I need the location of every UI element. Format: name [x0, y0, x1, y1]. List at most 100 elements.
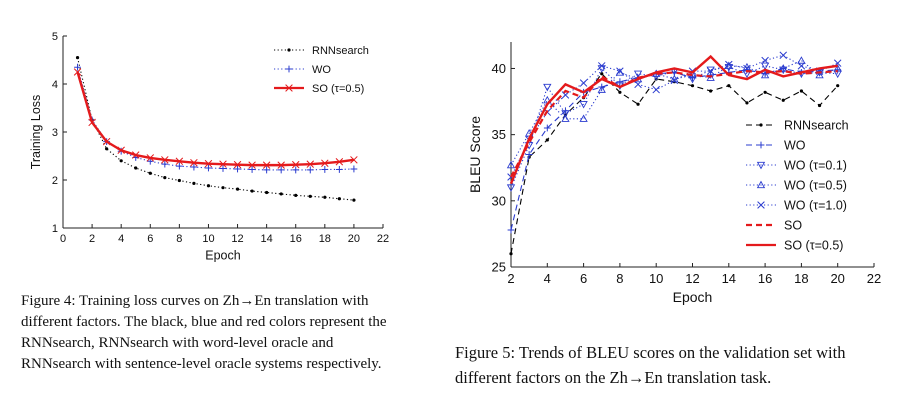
- x-tick-label: 22: [377, 233, 389, 245]
- y-axis-title: Training Loss: [29, 95, 43, 170]
- data-point: [706, 73, 715, 81]
- data-point: [579, 101, 588, 109]
- y-tick-label: 2: [52, 175, 58, 187]
- data-point: [760, 70, 770, 79]
- data-point: [248, 161, 256, 169]
- x-tick-label: 0: [60, 233, 66, 245]
- data-point: [817, 103, 822, 108]
- data-point: [597, 85, 606, 93]
- figure-5-caption: Figure 5: Trends of BLEU scores on the v…: [455, 343, 846, 387]
- data-point: [234, 165, 241, 173]
- legend-marker: [285, 65, 293, 73]
- series-0: [75, 56, 356, 202]
- y-tick-label: 4: [52, 79, 58, 91]
- data-point: [205, 164, 212, 172]
- data-point: [161, 160, 169, 168]
- data-point: [306, 166, 314, 174]
- data-point: [119, 159, 123, 163]
- data-point: [175, 162, 183, 170]
- data-point: [507, 226, 515, 234]
- x-tick-label: 8: [176, 233, 182, 245]
- legend-label: SO (τ=0.5): [784, 238, 843, 252]
- data-point: [146, 154, 155, 162]
- data-point: [690, 84, 695, 88]
- data-point: [277, 166, 285, 174]
- y-tick-label: 3: [52, 127, 58, 139]
- data-point: [634, 80, 642, 89]
- series-2: [73, 68, 358, 169]
- data-point: [579, 114, 588, 122]
- legend-label: WO (τ=0.1): [784, 158, 847, 172]
- y-tick-label: 1: [52, 223, 58, 235]
- x-tick-label: 18: [794, 271, 808, 286]
- y-axis-title: BLEU Score: [467, 116, 483, 193]
- bleu-score-chart: 2 4 6 8 10 12 14 16 18 20 22 25 30 35 40 Epoch BLEU Scor…: [467, 42, 881, 305]
- series-line: [510, 70, 838, 178]
- data-point: [616, 78, 624, 86]
- data-point: [815, 70, 824, 79]
- data-point: [279, 192, 283, 196]
- data-point: [763, 90, 767, 94]
- data-point: [761, 56, 769, 65]
- data-point: [727, 84, 731, 88]
- data-point: [235, 187, 240, 191]
- data-point: [335, 166, 343, 173]
- data-point: [134, 166, 138, 170]
- data-point: [262, 161, 271, 169]
- y-tick-label: 30: [492, 193, 506, 208]
- data-point: [652, 85, 660, 94]
- data-point: [352, 198, 356, 202]
- x-tick-label: 8: [616, 271, 623, 286]
- legend-marker: [756, 161, 766, 170]
- legend-marker: [757, 141, 765, 149]
- x-tick-label: 22: [867, 271, 881, 286]
- x-tick-label: 12: [685, 271, 699, 286]
- data-point: [670, 76, 679, 85]
- data-point: [219, 165, 227, 172]
- data-point: [797, 62, 806, 70]
- y-tick-label: 5: [52, 31, 58, 43]
- data-point: [618, 90, 622, 94]
- legend-marker: [757, 201, 765, 209]
- x-tick-label: 16: [758, 271, 772, 286]
- data-point: [277, 161, 285, 169]
- data-point: [779, 64, 788, 72]
- x-tick-label: 14: [261, 233, 273, 245]
- data-point: [337, 197, 341, 201]
- x-tick-label: 4: [118, 233, 124, 245]
- data-point: [161, 156, 169, 164]
- series-line: [77, 57, 354, 201]
- data-point: [323, 195, 327, 199]
- x-tick-label: 20: [348, 233, 360, 245]
- data-point: [105, 147, 109, 151]
- x-tick-label: 16: [290, 233, 302, 245]
- data-point: [779, 51, 788, 59]
- data-point: [192, 181, 196, 185]
- data-point: [163, 176, 167, 180]
- data-point: [148, 171, 152, 175]
- data-point: [204, 159, 213, 168]
- figure-4-caption: Figure 4: Training loss curves on Zh→En …: [21, 293, 387, 372]
- y-tick-label: 40: [492, 61, 506, 76]
- data-point: [175, 157, 184, 166]
- data-point: [335, 158, 344, 166]
- series-line: [509, 54, 838, 185]
- data-point: [579, 79, 588, 87]
- data-point: [350, 165, 358, 173]
- legend-label: WO (τ=0.5): [784, 178, 847, 192]
- data-point: [616, 67, 624, 75]
- data-point: [350, 156, 358, 164]
- x-axis-title: Epoch: [205, 249, 240, 263]
- series-3: [506, 56, 842, 169]
- data-point: [221, 186, 225, 190]
- data-point: [633, 70, 643, 79]
- data-point: [543, 124, 551, 132]
- data-point: [265, 190, 269, 195]
- x-tick-label: 4: [544, 271, 551, 286]
- data-point: [177, 178, 181, 183]
- data-point: [836, 84, 840, 88]
- data-point: [724, 61, 733, 69]
- data-point: [321, 166, 329, 173]
- data-point: [636, 102, 640, 106]
